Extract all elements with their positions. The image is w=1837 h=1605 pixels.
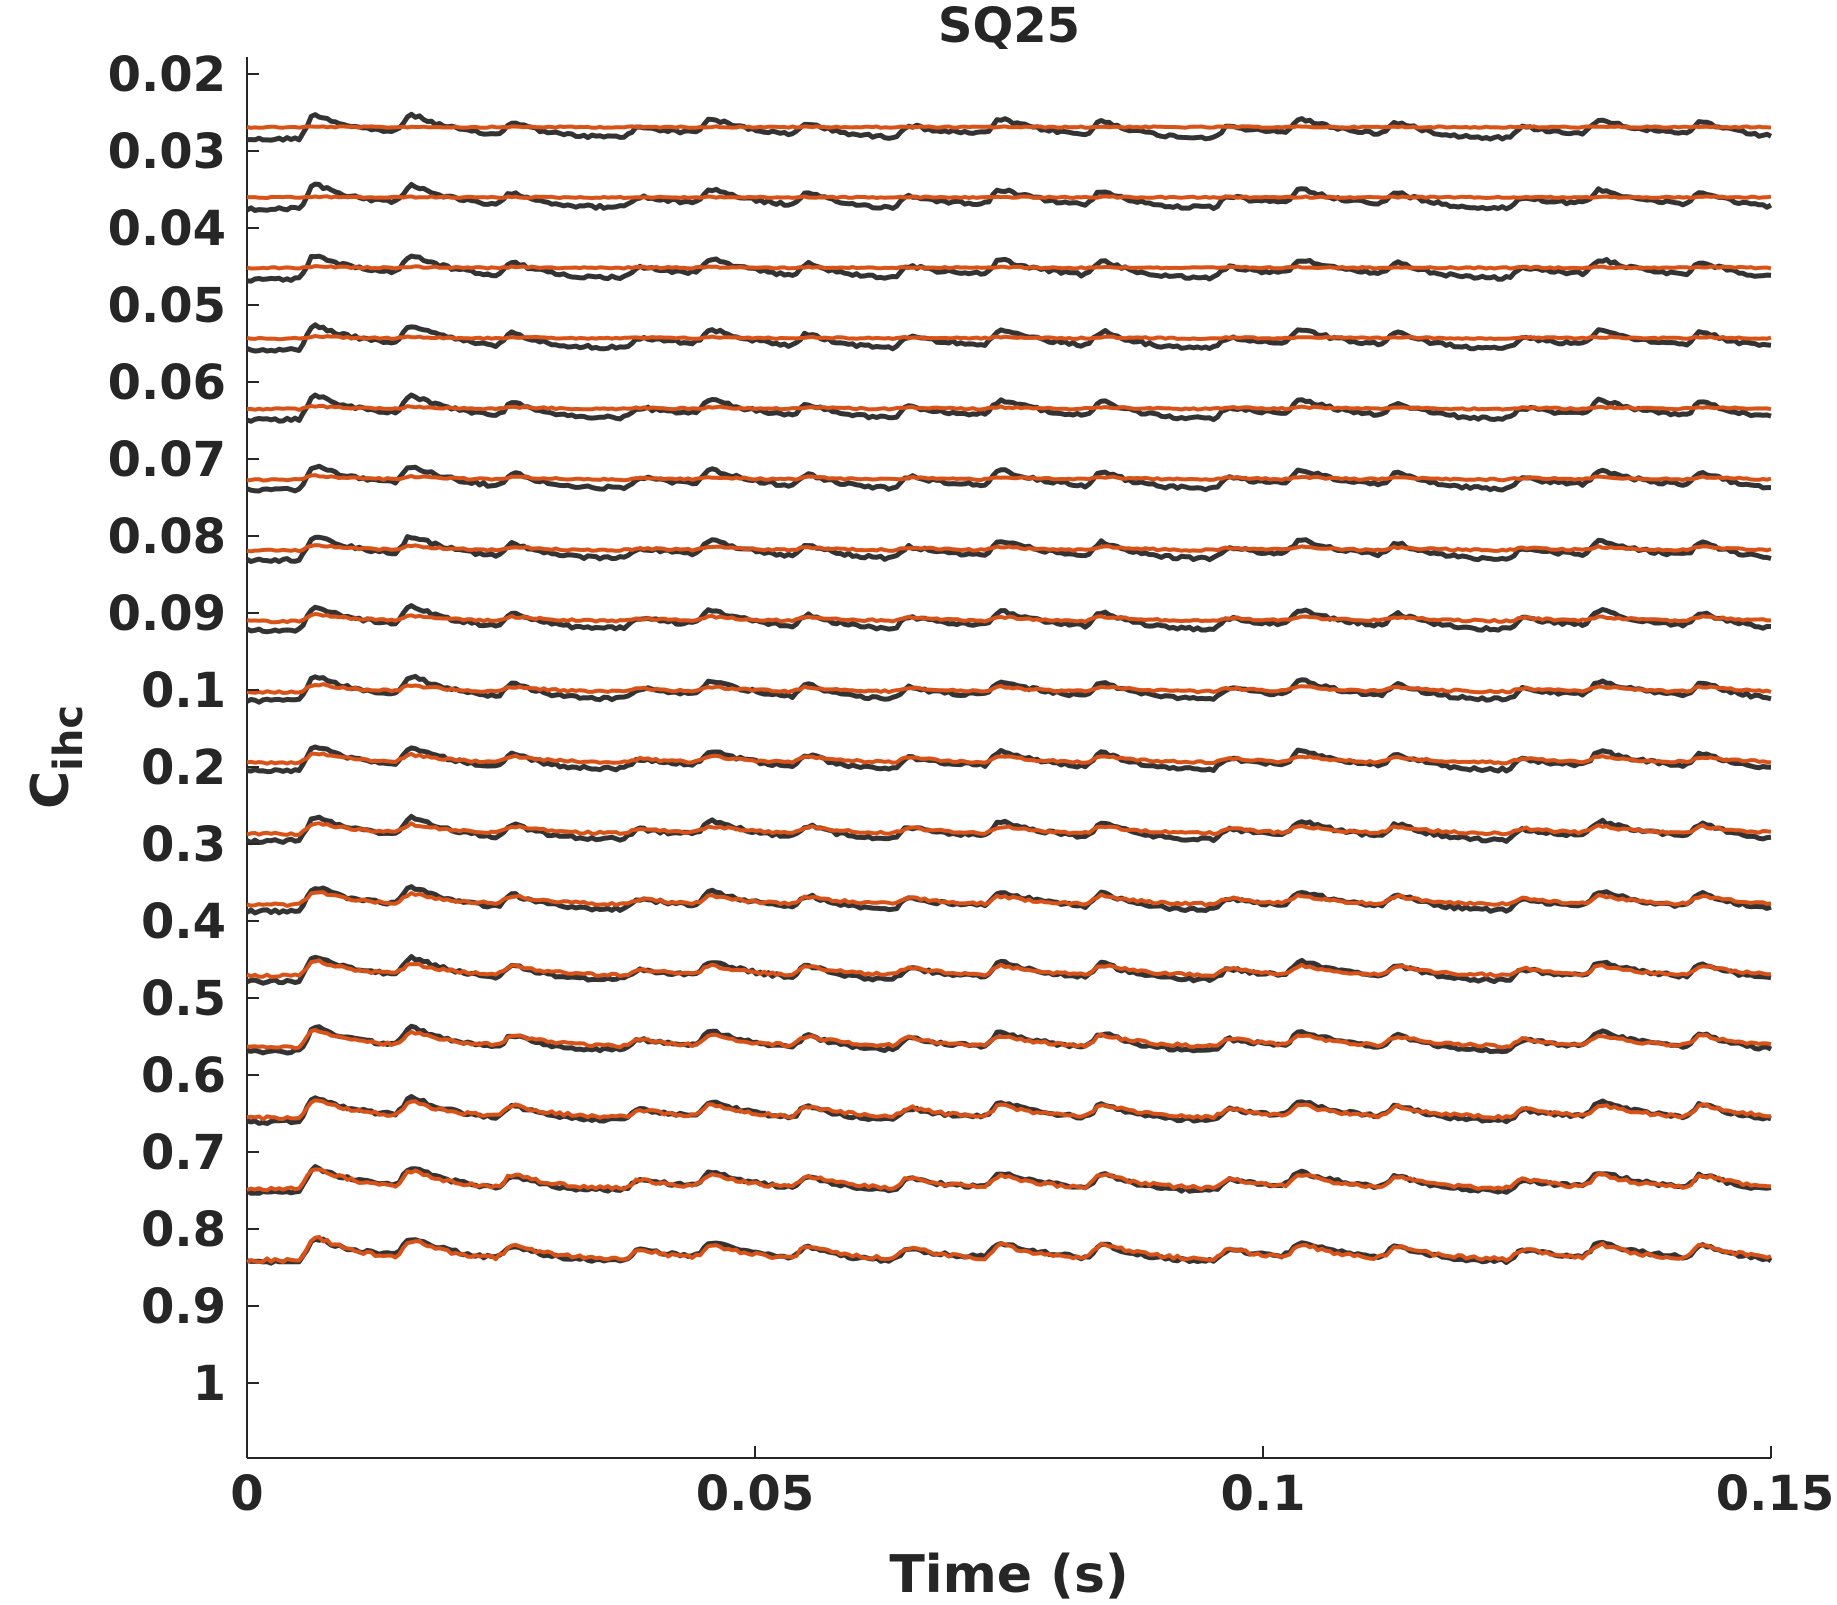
series-line-orange — [246, 124, 1772, 130]
y-tick-label: 0.2 — [141, 740, 226, 796]
trace-group — [246, 1235, 1773, 1266]
series-line-orange — [246, 543, 1772, 554]
x-tick-label: 0.05 — [696, 1466, 814, 1522]
x-axis-label: Time (s) — [889, 1545, 1128, 1605]
trace-group — [246, 111, 1773, 143]
series-line-orange — [246, 264, 1772, 271]
series-line-dark — [246, 1023, 1773, 1056]
axes — [246, 57, 1771, 1459]
series-line-dark — [245, 181, 1773, 213]
trace-group — [245, 673, 1772, 705]
series-line-orange — [246, 194, 1772, 201]
trace-group — [246, 1094, 1772, 1126]
y-tick-label: 0.06 — [108, 355, 226, 411]
series-line-orange — [246, 821, 1772, 837]
trace-group — [246, 1023, 1773, 1056]
x-tick-label: 0.15 — [1716, 1466, 1834, 1522]
y-tick-label: 0.4 — [141, 894, 226, 950]
series-line-orange — [246, 403, 1772, 412]
series-line-dark — [246, 463, 1772, 494]
y-tick-label: 0.1 — [141, 663, 226, 719]
series-line-orange — [246, 890, 1772, 908]
x-tick-label: 0 — [230, 1466, 263, 1522]
y-tick-label: 0.3 — [141, 817, 226, 873]
trace-group — [245, 884, 1772, 916]
y-tick-label: 0.09 — [108, 586, 226, 642]
trace-group — [246, 392, 1772, 424]
y-axis-label-main: C — [21, 771, 81, 809]
trace-group — [246, 954, 1772, 986]
y-tick-label: 0.02 — [108, 47, 226, 103]
series-line-orange — [246, 751, 1772, 766]
y-tick-label: 0.05 — [108, 278, 226, 334]
y-tick-label: 1 — [193, 1356, 226, 1412]
trace-group — [246, 322, 1772, 354]
x-tick-label: 0.1 — [1220, 1466, 1305, 1522]
traces — [245, 111, 1773, 1266]
trace-group — [245, 1164, 1772, 1196]
series-line-orange — [246, 612, 1771, 625]
trace-group — [246, 463, 1772, 494]
series-line-dark — [245, 534, 1772, 565]
series-line-orange — [246, 1167, 1772, 1193]
series-line-orange — [246, 1235, 1772, 1264]
x-tick-labels: 0 0.05 0.1 0.15 — [230, 1446, 1834, 1522]
series-line-dark — [246, 253, 1772, 284]
series-line-orange — [246, 473, 1772, 483]
series-line-dark — [246, 1236, 1773, 1266]
trace-group — [246, 253, 1772, 284]
y-tick-label: 0.7 — [141, 1125, 226, 1181]
series-line-orange — [246, 682, 1772, 695]
chart-title: SQ25 — [938, 0, 1080, 54]
y-tick-label: 0.5 — [141, 971, 226, 1027]
trace-group — [245, 814, 1772, 846]
y-tick-label: 0.8 — [141, 1202, 226, 1258]
y-tick-label: 0.04 — [108, 201, 226, 257]
trace-group — [245, 603, 1772, 635]
y-tick-label: 0.9 — [141, 1279, 226, 1335]
series-line-orange — [246, 958, 1771, 979]
series-line-dark — [245, 673, 1772, 705]
trace-group — [245, 181, 1773, 213]
y-tick-labels: 0.02 0.03 0.04 0.05 0.06 0.07 0.08 0.09 0.1 0.2 0.… — [108, 47, 259, 1412]
series-line-dark — [246, 322, 1772, 354]
y-tick-label: 0.6 — [141, 1048, 226, 1104]
series-line-orange — [246, 333, 1772, 342]
series-line-dark — [246, 392, 1772, 424]
y-tick-label: 0.07 — [108, 432, 226, 488]
trace-group — [245, 534, 1772, 565]
y-axis-label-sub: ihc — [46, 705, 92, 771]
series-line-dark — [245, 603, 1772, 635]
series-line-dark — [247, 111, 1773, 143]
y-tick-label: 0.03 — [108, 124, 226, 180]
series-line-orange — [246, 1098, 1772, 1122]
trace-group — [246, 744, 1772, 775]
series-line-orange — [246, 1028, 1772, 1051]
y-tick-label: 0.08 — [108, 509, 226, 565]
y-axis-label: Cihc — [21, 705, 92, 809]
